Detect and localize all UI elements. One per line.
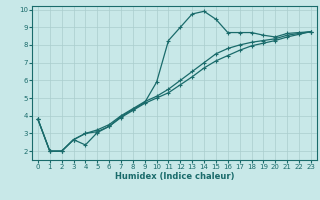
X-axis label: Humidex (Indice chaleur): Humidex (Indice chaleur)	[115, 172, 234, 181]
